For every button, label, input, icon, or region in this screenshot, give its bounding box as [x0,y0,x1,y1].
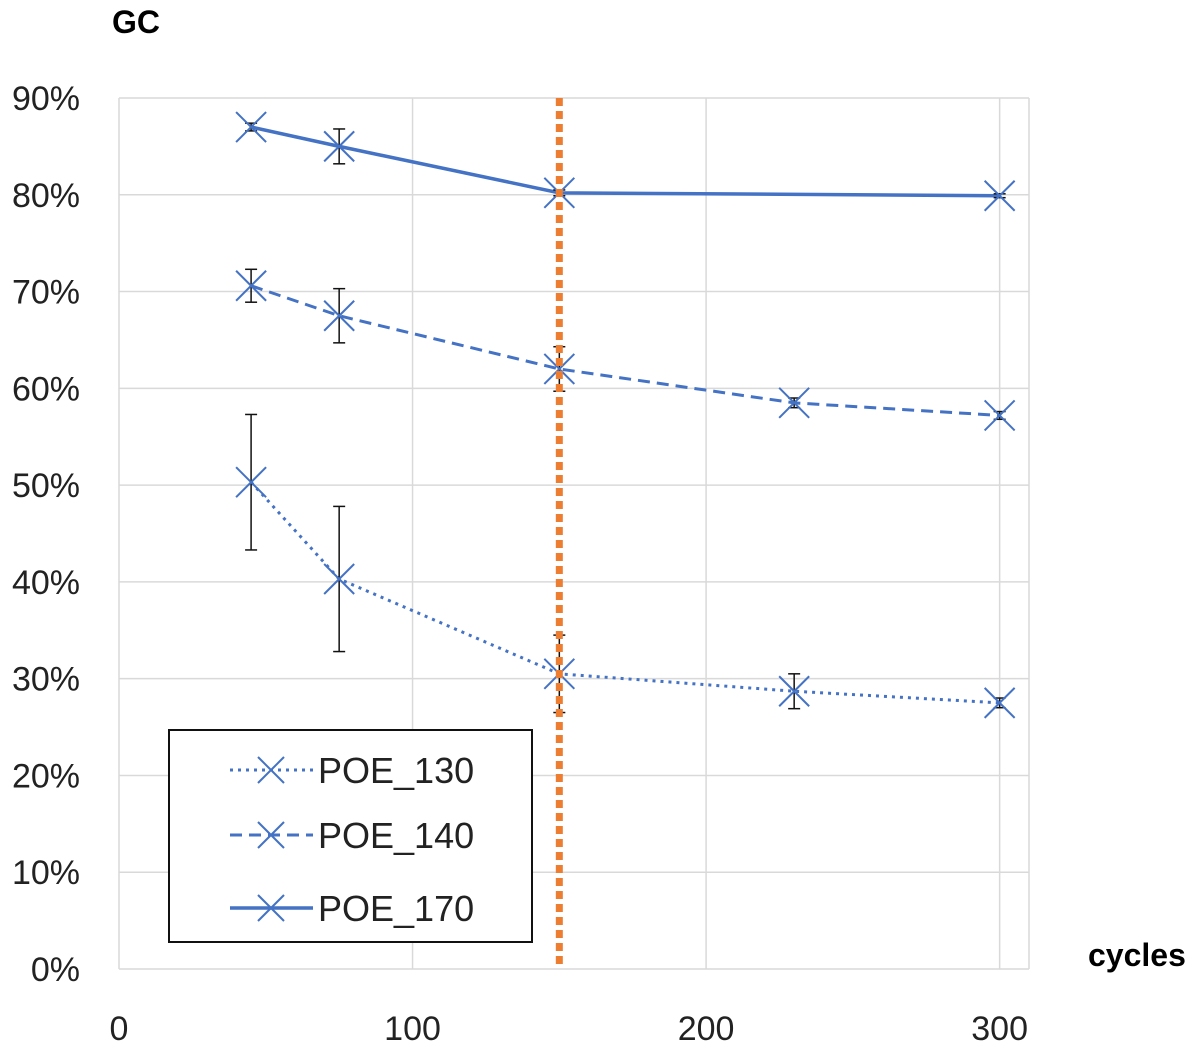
x-marker-stroke [323,130,355,163]
series-poe-170 [235,111,1016,212]
y-tick-label: 10% [12,854,80,892]
x-tick-label: 0 [110,1010,129,1048]
series-layer [235,98,1016,965]
x-marker [235,111,267,143]
x-marker [323,130,355,163]
legend-entry-poe-140: POE_140 [230,815,474,856]
y-tick-label: 60% [12,370,80,408]
legend-label: POE_170 [318,888,474,929]
y-tick-label: 80% [12,177,80,215]
y-tick-label: 30% [12,661,80,699]
x-marker [778,387,810,419]
x-marker-stroke [257,821,285,849]
x-marker-stroke [983,399,1016,432]
x-tick-label: 100 [384,1010,441,1048]
x-axis-title: cycles [1088,937,1186,973]
series-poe-130 [235,413,1016,719]
series-line [249,481,1000,705]
x-marker [257,821,285,849]
x-marker-stroke [235,270,267,302]
x-marker [257,756,285,784]
legend-box [168,729,533,943]
y-tick-label: 50% [12,467,80,505]
x-marker [235,270,267,302]
y-tick-label: 0% [31,951,80,989]
x-marker-stroke [235,466,267,498]
y-tick-label: 40% [12,564,80,602]
x-marker [983,687,1016,719]
x-marker [983,399,1016,432]
x-marker-stroke [323,300,355,332]
x-marker-stroke [235,111,267,143]
y-tick-label: 20% [12,757,80,795]
legend-label: POE_130 [318,750,474,791]
x-marker-stroke [257,756,285,784]
legend-entry-poe-170: POE_170 [230,888,474,929]
x-marker [983,180,1016,212]
x-marker [257,894,285,922]
legend-label: POE_140 [318,815,474,856]
series-line [250,284,1000,417]
x-marker-stroke [983,687,1016,719]
series-line [250,125,1000,198]
x-marker-stroke [983,180,1016,212]
legend: POE_130 POE_140 POE_170 [168,729,533,943]
x-marker-stroke [257,894,285,922]
x-marker-stroke [778,675,810,707]
x-marker-stroke [543,353,576,385]
legend-entry-poe-130: POE_130 [230,750,474,791]
x-marker [235,466,267,498]
x-tick-label: 200 [678,1010,735,1048]
tick-labels: 0% 10% 20% 30% 40% 50% 60% 70% 80% 90% 0 100 200 300 [12,80,1028,1048]
y-tick-label: 70% [12,274,80,312]
gridlines [118,97,1030,970]
x-marker [323,563,355,595]
x-marker [323,300,355,332]
x-marker [543,353,576,385]
x-marker-stroke [778,387,810,419]
y-axis-title: GC [112,4,160,40]
series-poe-140 [235,268,1016,432]
x-marker-stroke [323,563,355,595]
y-tick-label: 90% [12,80,80,118]
x-marker [778,675,810,707]
x-tick-label: 300 [971,1010,1028,1048]
